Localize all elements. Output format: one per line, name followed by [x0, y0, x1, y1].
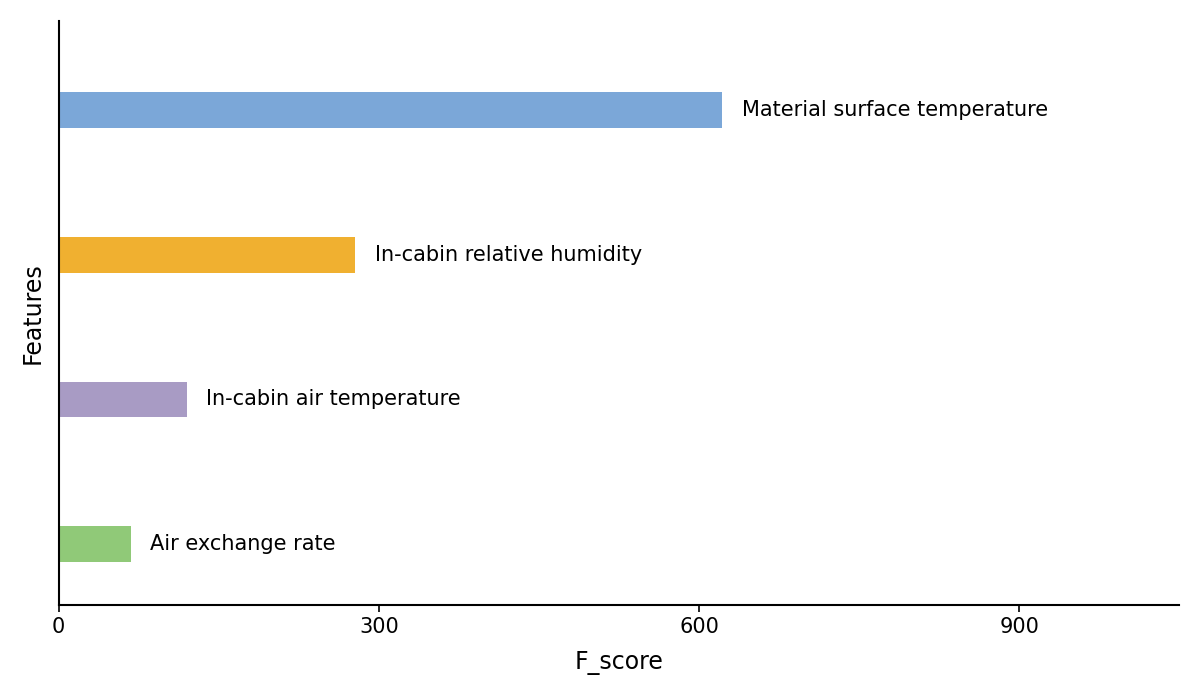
Bar — [59, 526, 131, 562]
Bar — [59, 92, 722, 128]
Bar — [59, 381, 187, 418]
X-axis label: F_score: F_score — [575, 651, 664, 675]
Text: In-cabin air temperature: In-cabin air temperature — [206, 390, 461, 409]
Text: Material surface temperature: Material surface temperature — [742, 100, 1048, 120]
Text: Air exchange rate: Air exchange rate — [150, 535, 336, 554]
Y-axis label: Features: Features — [20, 262, 44, 364]
Text: In-cabin relative humidity: In-cabin relative humidity — [374, 245, 642, 264]
Bar — [59, 237, 355, 273]
